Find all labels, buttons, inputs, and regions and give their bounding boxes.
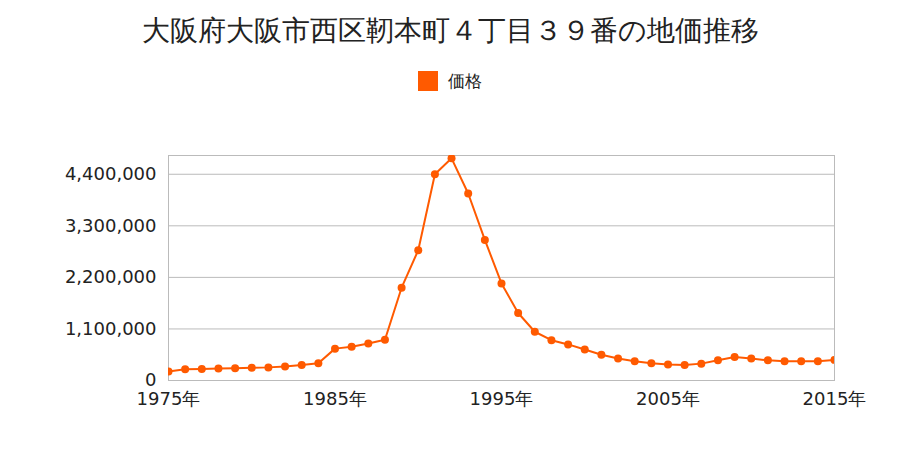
- svg-text:1,100,000: 1,100,000: [65, 318, 157, 339]
- svg-text:3,300,000: 3,300,000: [65, 215, 157, 236]
- svg-text:1985年: 1985年: [303, 388, 367, 409]
- svg-text:0: 0: [145, 369, 156, 390]
- svg-text:2005年: 2005年: [636, 388, 700, 409]
- svg-text:1995年: 1995年: [470, 388, 534, 409]
- svg-text:2,200,000: 2,200,000: [65, 266, 157, 287]
- svg-text:1975年: 1975年: [137, 388, 201, 409]
- svg-text:2015年: 2015年: [803, 388, 867, 409]
- html-text:大阪府大阪市西区靭本町４丁目３９番の地価推移: 大阪府大阪市西区靭本町４丁目３９番の地価推移: [141, 14, 759, 47]
- html-text:価格: 価格: [448, 70, 482, 91]
- svg-text:4,400,000: 4,400,000: [65, 163, 157, 184]
